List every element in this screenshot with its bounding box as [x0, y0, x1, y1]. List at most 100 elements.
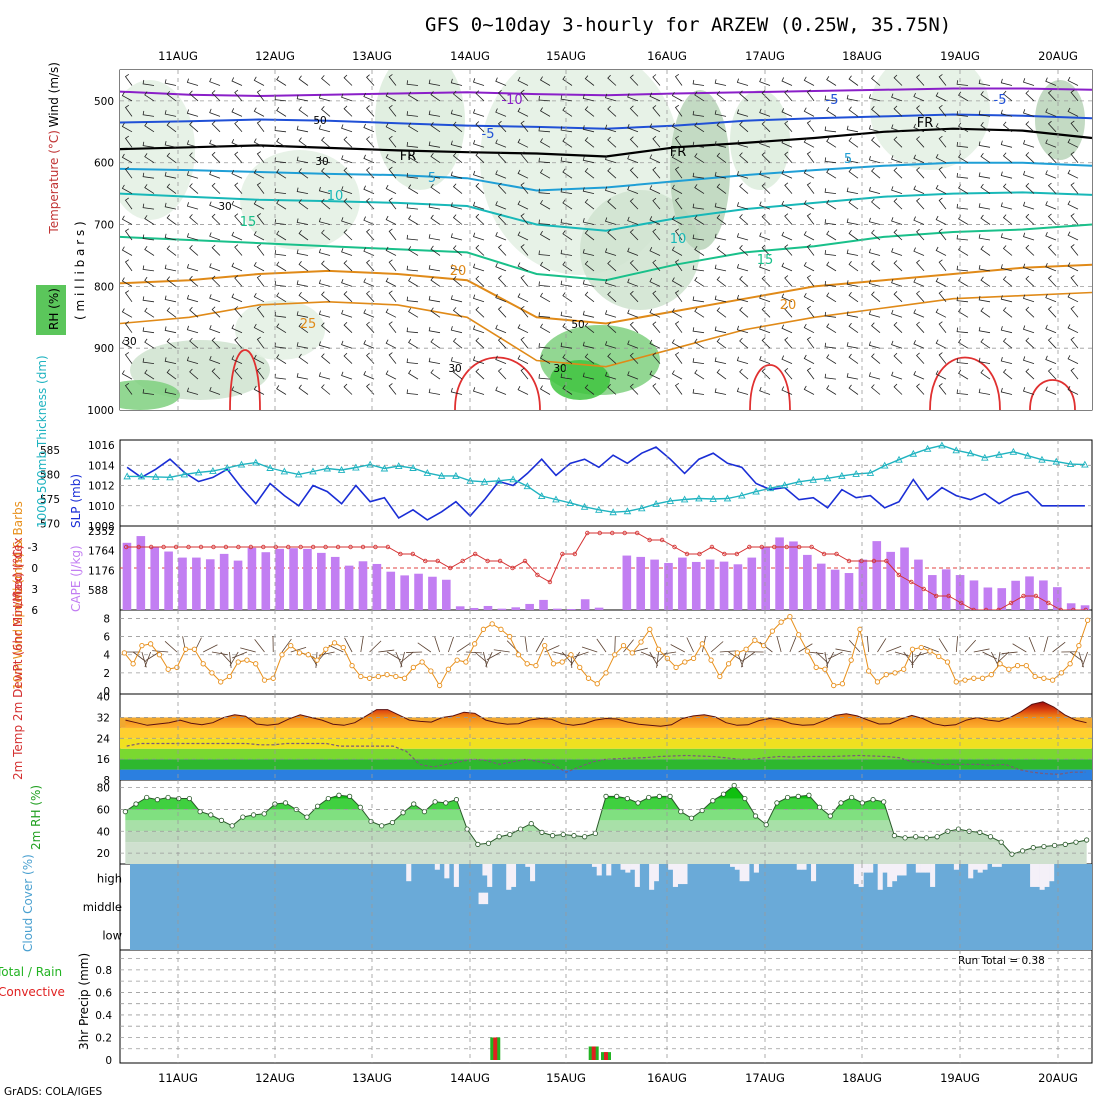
cloud-cell: [877, 864, 883, 890]
wind-barb: [714, 264, 727, 272]
wind-speed-marker: [279, 652, 285, 658]
wind-barb: [124, 290, 133, 303]
wind-barb: [893, 352, 903, 364]
rh-marker: [336, 792, 342, 798]
wind-barb: [938, 166, 947, 179]
wind-barb: [582, 187, 595, 194]
thickness-marker: [952, 446, 960, 454]
wind-barb: [475, 183, 485, 194]
wind-barb: [144, 153, 155, 164]
cape-bar: [678, 557, 687, 610]
wind-barb: [121, 370, 133, 380]
wind-barb: [121, 184, 133, 194]
rh-marker: [176, 795, 182, 802]
wind-barb: [806, 336, 815, 349]
cape-bar: [442, 579, 451, 610]
cape-bar: [872, 541, 882, 610]
wind-barb: [674, 135, 683, 148]
wind-barb: [363, 92, 375, 102]
cloud-background: [130, 864, 1092, 950]
wind-barb: [363, 216, 375, 225]
rh-shade-area: [870, 70, 990, 170]
wind-barb: [736, 294, 749, 303]
wind-barb: [538, 374, 551, 380]
thickness-marker: [294, 470, 303, 478]
wind-barb: [562, 323, 573, 334]
wind-barb: [186, 356, 199, 364]
wind-barb: [1000, 295, 1013, 303]
date-label-bottom: 18AUG: [842, 1071, 882, 1085]
wind-barb: [759, 201, 771, 210]
wind-barb: [1045, 139, 1057, 148]
wind-barb: [891, 278, 903, 287]
wind-speed-marker: [804, 648, 811, 654]
wind-barb: [472, 78, 485, 86]
wind-barb-10m: [290, 646, 307, 653]
wind-barb: [475, 244, 485, 256]
wind-barb: [582, 341, 595, 349]
wind-barb: [584, 260, 595, 272]
thickness-marker: [337, 466, 346, 473]
wind-barb: [652, 352, 661, 364]
cape-bar: [428, 576, 437, 610]
wind-speed-marker: [436, 682, 443, 689]
wind-barb: [450, 264, 463, 272]
wind-barb: [761, 182, 771, 194]
wind-barb: [211, 337, 221, 349]
wind-barb: [408, 184, 419, 194]
wind-barb: [276, 76, 287, 86]
cloud-cell: [625, 864, 631, 873]
cape-bar: [497, 608, 507, 610]
wind-barb: [366, 352, 375, 364]
wind-barb: [363, 371, 375, 380]
wind-barb: [475, 337, 485, 349]
wind-barb: [1022, 263, 1035, 272]
wind-speed-marker: [384, 672, 390, 678]
wind-speed-marker: [183, 646, 189, 652]
wind-speed-marker: [901, 666, 907, 672]
rh-contour-label: 30: [448, 363, 461, 375]
wind-barb: [298, 322, 309, 334]
wind-barb: [452, 121, 463, 133]
lifted-index-marker: [846, 558, 852, 564]
wind-barb: [891, 93, 903, 102]
wind-barb: [231, 386, 243, 395]
wind-barb: [674, 104, 683, 117]
cape-bar: [997, 588, 1007, 610]
wind-barb: [472, 232, 485, 241]
wind-barb: [296, 373, 309, 380]
thickness-marker: [209, 467, 217, 474]
wind-barb: [604, 310, 617, 318]
wind-barb: [674, 290, 683, 303]
wind-barb: [916, 167, 925, 179]
wind-barb: [1025, 90, 1035, 102]
wind-barb: [781, 139, 793, 148]
wind-barb: [189, 183, 199, 194]
wind-barb: [211, 244, 221, 256]
lifted-index-marker: [472, 551, 478, 557]
rh-tick-label: 60: [97, 804, 110, 816]
wind-barb-10m: [1028, 637, 1036, 653]
wind-barb: [803, 76, 815, 86]
wind-barb: [430, 338, 441, 349]
wind-barb: [694, 245, 705, 256]
wind-barb: [935, 184, 947, 194]
wind-barb: [343, 105, 353, 117]
wind-barb: [607, 198, 617, 210]
pressure-tick-label: 700: [94, 220, 114, 232]
wind-barb: [430, 91, 441, 102]
wind-barb: [607, 353, 617, 364]
lifted-tick-label: 3: [31, 584, 38, 596]
wind-barb: [186, 109, 199, 117]
wind-barb: [604, 248, 617, 256]
cloud-cell: [444, 864, 450, 879]
wind-barb: [253, 354, 265, 364]
wind-barb: [341, 217, 353, 225]
wind-barb: [607, 167, 617, 179]
cape-bar: [914, 559, 923, 610]
cloud-cell: [668, 864, 674, 870]
rh-marker: [411, 801, 417, 807]
wind-barb: [475, 306, 485, 318]
lifted-index-group: [124, 530, 1088, 610]
rh-marker: [720, 791, 727, 797]
